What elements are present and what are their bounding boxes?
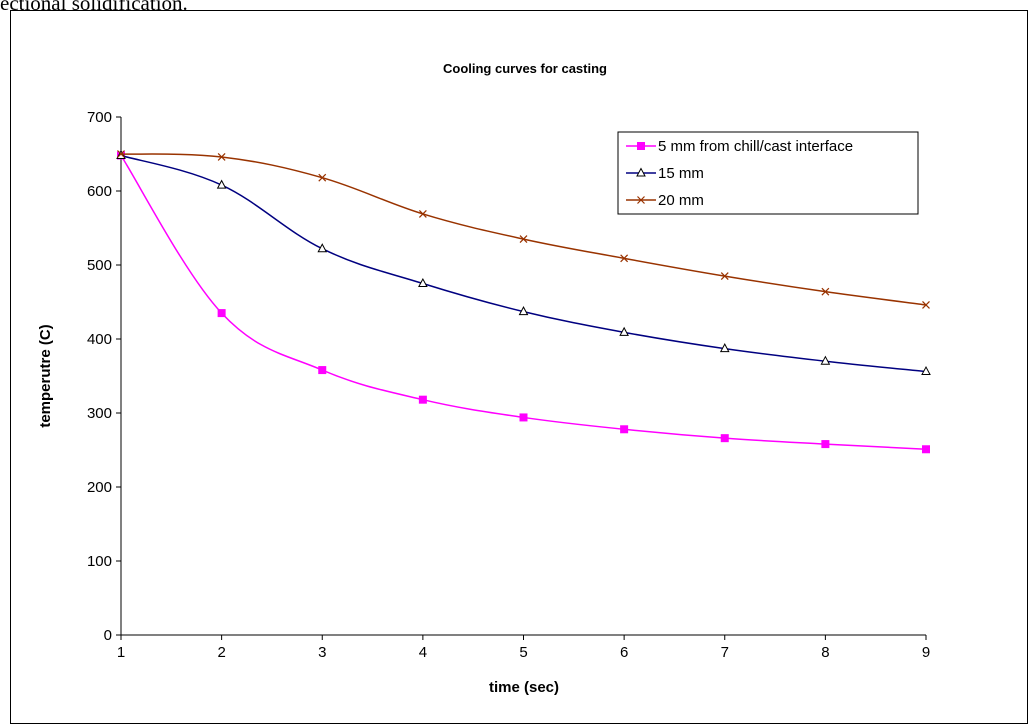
y-tick-label: 700 <box>87 109 112 126</box>
data-point-x <box>922 301 930 309</box>
data-point-x <box>418 210 427 218</box>
data-point-x-stroke <box>637 196 645 204</box>
data-point-x <box>117 150 125 158</box>
x-tick-label: 5 <box>519 644 527 661</box>
data-point-x-stroke <box>922 301 930 309</box>
data-point-x-stroke <box>318 173 327 182</box>
y-axis-title: temperutre (C) <box>37 324 54 427</box>
y-tick-label: 400 <box>87 331 112 348</box>
y-tick-label: 0 <box>104 627 112 644</box>
data-point-x <box>217 153 226 161</box>
series-3 <box>117 150 930 309</box>
legend: 5 mm from chill/cast interface 15 mm 20 mm <box>617 131 919 215</box>
data-point-x-stroke <box>821 287 830 296</box>
chart-title: Cooling curves for casting <box>443 61 607 76</box>
data-point-square <box>620 425 629 434</box>
data-point-square <box>637 142 645 150</box>
axes: 0 100 200 300 400 500 600 700 1 2 3 4 5 6 7 8 9 <box>87 109 930 661</box>
data-point-x-stroke <box>117 150 125 158</box>
data-point-square <box>821 440 830 449</box>
data-point-square <box>318 366 327 375</box>
data-point-triangle <box>619 326 629 336</box>
y-tick-label: 200 <box>87 479 112 496</box>
data-point-x-stroke <box>418 210 427 218</box>
x-tick-label: 2 <box>217 644 225 661</box>
data-point-x-stroke <box>620 254 629 263</box>
data-point-triangle <box>719 343 730 353</box>
y-tick-label: 100 <box>87 553 112 570</box>
data-point-square <box>519 413 528 422</box>
y-tick-label: 500 <box>87 257 112 274</box>
data-point-square <box>720 434 729 443</box>
data-point-x <box>620 254 629 263</box>
legend-label: 5 mm from chill/cast interface <box>658 138 853 155</box>
x-axis-title: time (sec) <box>489 679 559 696</box>
series-line <box>120 155 927 451</box>
x-tick-label: 4 <box>419 644 427 661</box>
data-point-square <box>217 309 226 318</box>
data-point-x <box>637 196 645 204</box>
x-tick-label: 9 <box>922 644 930 661</box>
plot-series <box>116 149 931 454</box>
legend-item: 20 mm <box>626 192 704 209</box>
y-tick-label: 600 <box>87 183 112 200</box>
data-point-x <box>519 235 528 244</box>
legend-item: 5 mm from chill/cast interface <box>626 138 853 155</box>
data-point-square <box>922 445 930 454</box>
data-point-triangle <box>418 277 428 287</box>
data-point-x-stroke <box>720 272 729 281</box>
x-tick-label: 8 <box>821 644 829 661</box>
y-tick-label: 300 <box>87 405 112 422</box>
data-point-triangle <box>636 167 646 177</box>
legend-box <box>617 131 919 215</box>
legend-item: 15 mm <box>626 165 704 182</box>
data-point-x-stroke <box>519 235 528 244</box>
x-tick-label: 1 <box>117 644 125 661</box>
data-point-square <box>418 395 427 404</box>
page-top-text: ectional solidification. <box>0 0 188 15</box>
x-tick-label: 7 <box>721 644 729 661</box>
legend-label: 20 mm <box>658 192 704 209</box>
data-point-triangle <box>820 355 831 365</box>
data-point-x <box>821 287 830 296</box>
data-point-triangle <box>921 365 931 376</box>
series-1 <box>117 151 930 454</box>
legend-label: 15 mm <box>658 165 704 182</box>
data-point-triangle <box>317 243 328 253</box>
data-point-x <box>720 272 729 281</box>
data-point-triangle <box>518 306 529 316</box>
x-tick-label: 3 <box>318 644 326 661</box>
x-tick-label: 6 <box>620 644 628 661</box>
data-point-triangle <box>216 179 227 189</box>
series-2 <box>116 149 931 376</box>
data-point-x <box>318 173 327 182</box>
data-point-x-stroke <box>217 153 226 161</box>
